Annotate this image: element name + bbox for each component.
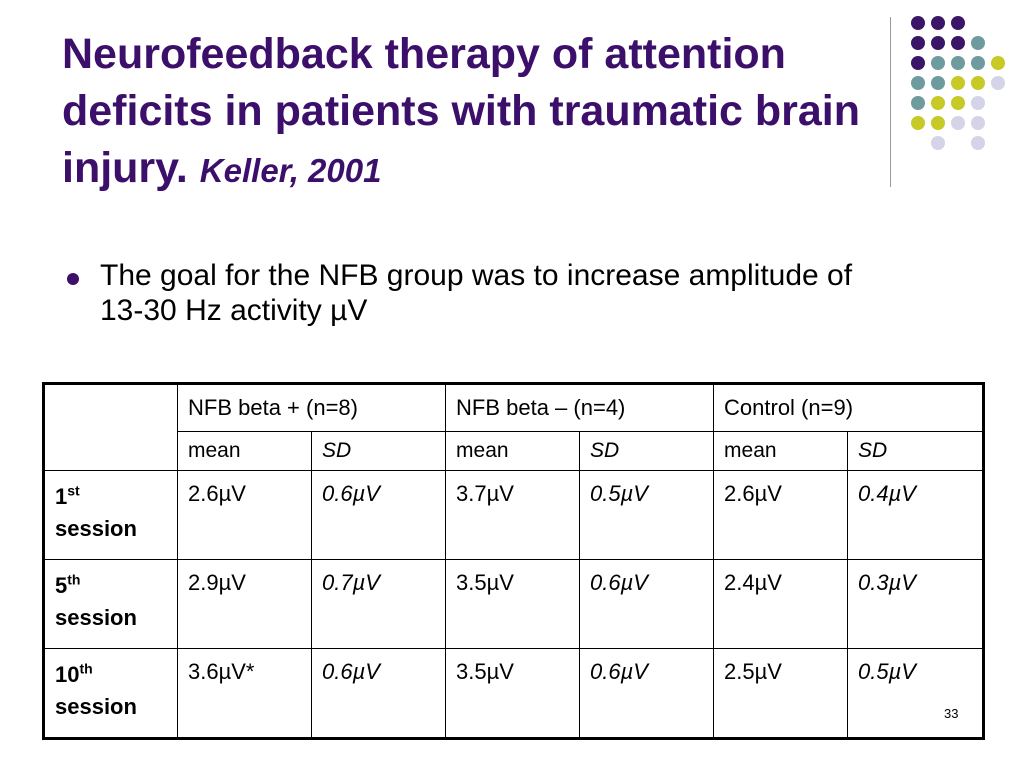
row-header: 1st session	[43, 470, 178, 560]
table-row: 10th session 3.6µV* 0.6µV 3.5µV 0.6µV 2.5…	[43, 648, 985, 739]
slide-title: Neurofeedback therapy of attention defic…	[62, 26, 862, 199]
table-cell: 2.5µV	[713, 648, 849, 739]
decorative-dot	[931, 56, 945, 70]
session-label: session	[55, 605, 137, 630]
decorative-dot	[991, 76, 1005, 90]
table-cell: 0.6µV	[579, 648, 715, 739]
decorative-dot	[911, 36, 925, 50]
subheader-cell: SD	[847, 431, 985, 471]
results-table: NFB beta + (n=8) NFB beta – (n=4) Contro…	[42, 382, 986, 740]
decorative-dot	[931, 36, 945, 50]
decorative-dot	[931, 136, 945, 150]
group-header: Control (n=9)	[713, 383, 985, 432]
subheader-cell: mean	[713, 431, 849, 471]
subheader-cell: SD	[579, 431, 715, 471]
bullet-icon	[67, 273, 79, 285]
table-cell: 3.5µV	[445, 559, 581, 649]
decorative-dot	[951, 36, 965, 50]
decorative-dot	[971, 76, 985, 90]
session-suffix: st	[67, 482, 80, 499]
table-cell: 3.6µV*	[177, 648, 312, 739]
table-cell: 2.6µV	[713, 470, 849, 560]
group-header: NFB beta + (n=8)	[176, 383, 447, 432]
title-main: Neurofeedback therapy of attention defic…	[62, 30, 861, 192]
table-cell: 2.4µV	[713, 559, 849, 649]
group-header: NFB beta – (n=4)	[445, 383, 715, 432]
decorative-dot	[951, 96, 965, 110]
session-label: session	[55, 694, 137, 719]
table-corner-cell	[43, 383, 178, 471]
decorative-dot	[911, 116, 925, 130]
session-number: 10	[55, 662, 80, 687]
decorative-dot	[991, 56, 1005, 70]
session-suffix: th	[79, 660, 93, 677]
subheader-cell: SD	[310, 431, 447, 471]
session-suffix: th	[67, 571, 81, 588]
row-header: 5th session	[43, 559, 178, 649]
decorative-dot	[911, 96, 925, 110]
table-row: 5th session 2.9µV 0.7µV 3.5µV 0.6µV 2.4µV…	[43, 559, 985, 649]
table-cell: 0.6µV	[310, 648, 447, 739]
decorative-dot	[951, 116, 965, 130]
page-number: 33	[944, 706, 959, 721]
session-label: session	[55, 516, 137, 541]
decorative-dot	[951, 16, 965, 30]
decorative-dot	[931, 16, 945, 30]
table-cell: 0.7µV	[310, 559, 447, 649]
table-row: 1st session 2.6µV 0.6µV 3.7µV 0.5µV 2.6µV…	[43, 470, 985, 560]
table-cell: 3.5µV	[445, 648, 581, 739]
table-cell: 2.9µV	[177, 559, 312, 649]
title-author: Keller, 2001	[199, 152, 382, 189]
row-header: 10th session	[43, 648, 178, 739]
table-cell: 0.5µV	[579, 470, 715, 560]
decorative-dot	[971, 116, 985, 130]
table-cell: 0.3µV	[847, 559, 985, 649]
bullet-text: The goal for the NFB group was to increa…	[100, 259, 853, 327]
decorative-dot	[931, 76, 945, 90]
table-cell: 3.7µV	[445, 470, 581, 560]
table-cell: 0.6µV	[579, 559, 715, 649]
decorative-dot	[911, 76, 925, 90]
table-cell: 0.5µV	[847, 648, 985, 739]
decorative-dot	[911, 56, 925, 70]
session-number: 5	[55, 573, 68, 598]
decorative-dot	[931, 96, 945, 110]
table-cell: 2.6µV	[177, 470, 312, 560]
table-cell: 0.4µV	[847, 470, 985, 560]
decorative-dot	[931, 116, 945, 130]
decorative-dot	[971, 96, 985, 110]
subheader-cell: mean	[177, 431, 312, 471]
decorative-dot	[911, 16, 925, 30]
table-header-row: NFB beta + (n=8) NFB beta – (n=4) Contro…	[43, 383, 985, 471]
table-subheader-row: mean SD mean SD mean SD	[44, 431, 985, 471]
decorative-dot	[951, 56, 965, 70]
subheader-cell: mean	[445, 431, 581, 471]
decorative-dot	[971, 136, 985, 150]
decorative-divider	[890, 17, 891, 187]
decorative-dot	[971, 36, 985, 50]
session-number: 1	[55, 484, 68, 509]
decorative-dot	[971, 56, 985, 70]
decorative-dot	[951, 76, 965, 90]
table-cell: 0.6µV	[310, 470, 447, 560]
